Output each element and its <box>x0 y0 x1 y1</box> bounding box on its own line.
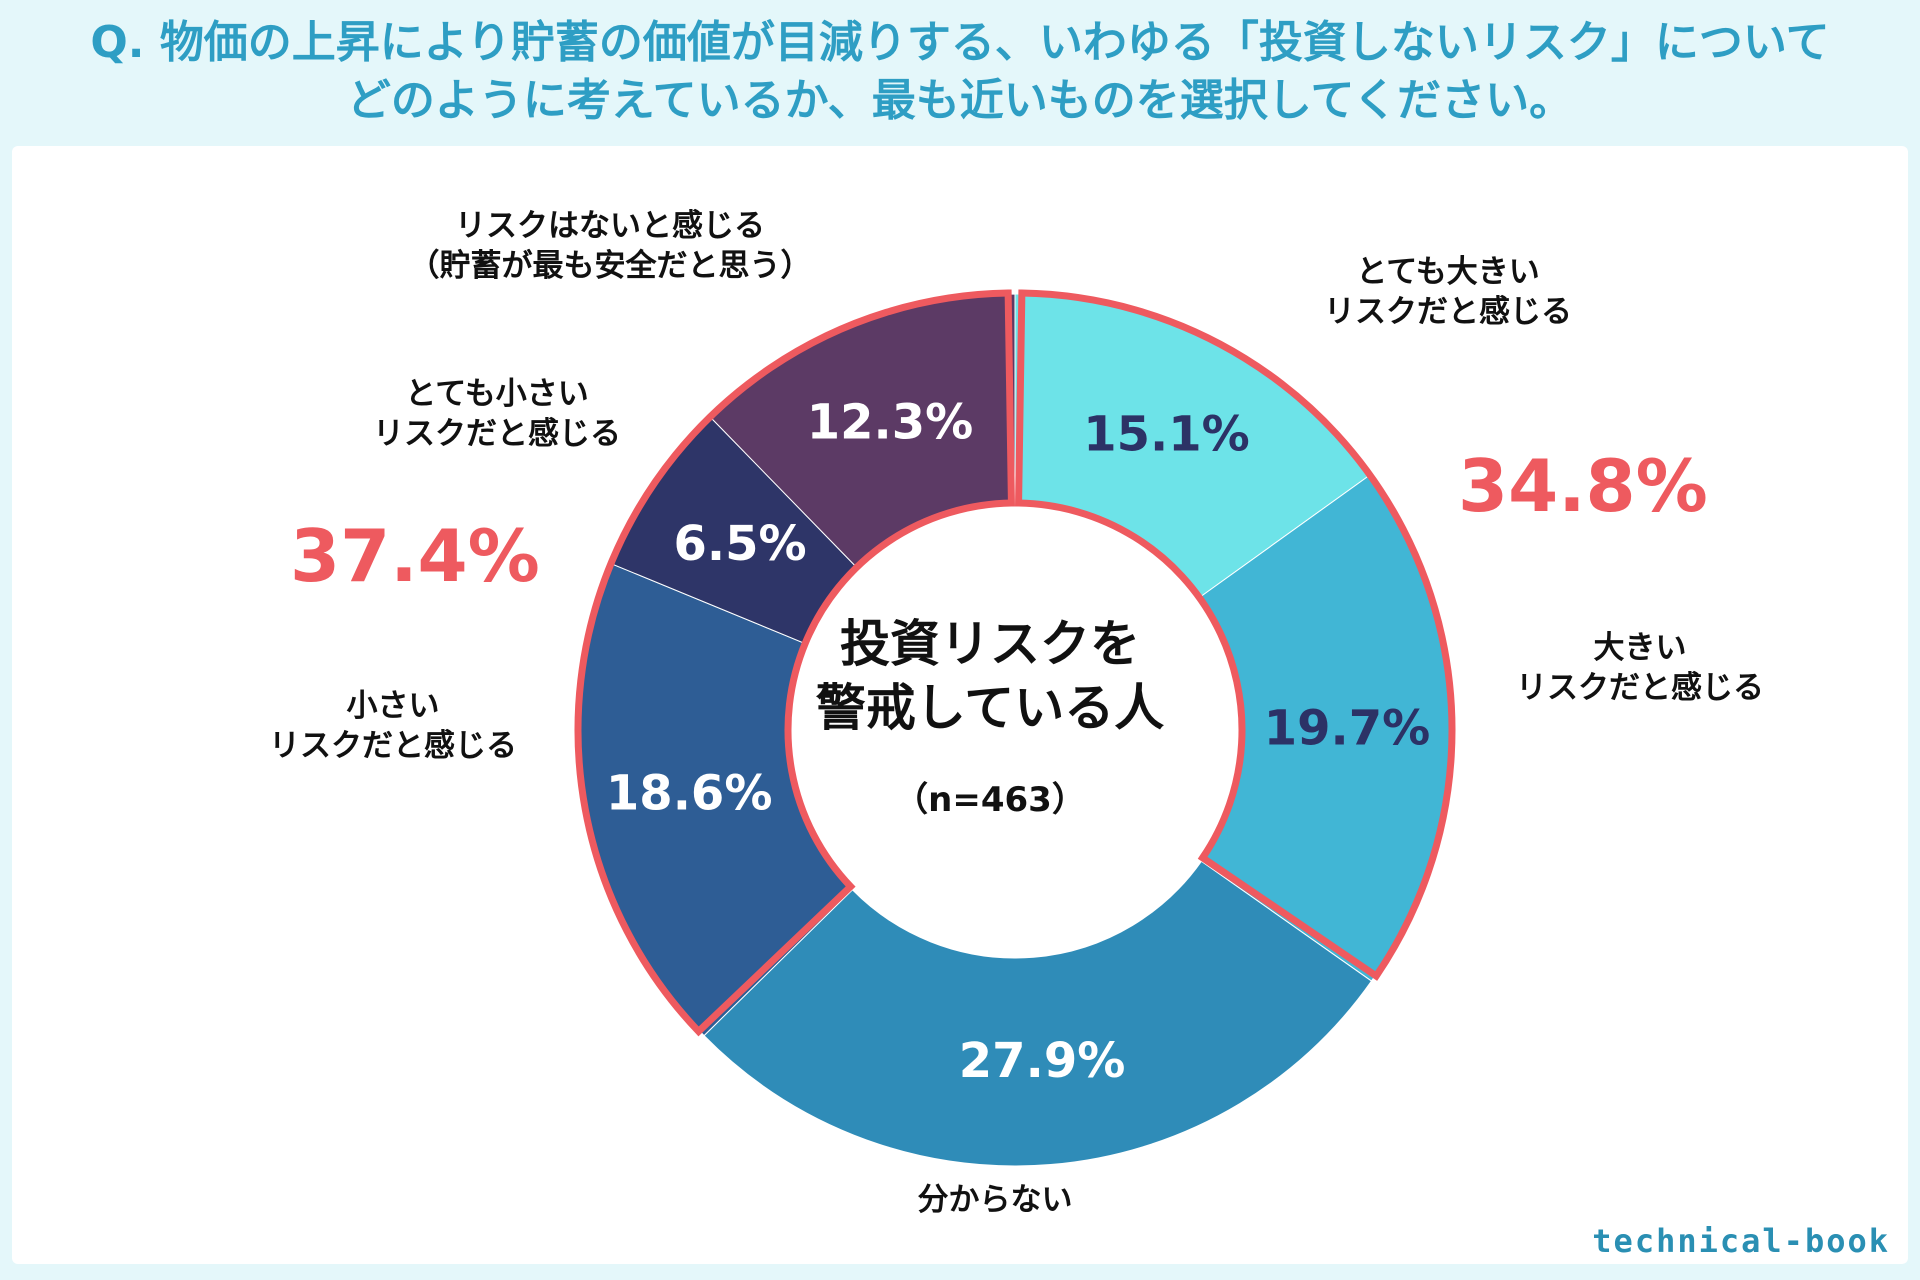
slice-label-small-risk: 小さい リスクだと感じる <box>269 688 517 764</box>
group-outline-low-risk <box>574 289 1015 1037</box>
slice-label-very-small-risk: とても小さい リスクだと感じる <box>373 376 621 452</box>
donut-center-title: 投資リスクを 警戒している人 <box>815 615 1165 737</box>
value-label-very-large-risk: 15.1% <box>1083 407 1250 463</box>
value-label-very-small-risk: 6.5% <box>673 516 806 572</box>
slice-label-no-risk: リスクはないと感じる （貯蓄が最も安全だと思う） <box>408 208 812 284</box>
question-title: Q. 物価の上昇により貯蓄の価値が目減りする、いわゆる「投資しないリスク」につい… <box>0 14 1920 130</box>
value-label-no-risk: 12.3% <box>807 394 974 450</box>
group-total-low-risk: 37.4% <box>290 514 540 598</box>
sample-size-label: （n=463） <box>894 780 1086 820</box>
group-outline-high-risk <box>1015 289 1456 981</box>
question-line-2: どのように考えているか、最も近いものを選択してください。 <box>346 75 1574 126</box>
question-line-1: Q. 物価の上昇により貯蓄の価値が目減りする、いわゆる「投資しないリスク」につい… <box>90 17 1830 68</box>
slice-label-large-risk: 大きい リスクだと感じる <box>1516 630 1764 706</box>
value-label-dont-know: 27.9% <box>959 1033 1126 1089</box>
value-label-small-risk: 18.6% <box>606 766 773 822</box>
brand-logo: technical-book <box>1592 1222 1890 1260</box>
slice-dont-know <box>703 860 1373 1167</box>
slice-label-dont-know: 分からない <box>917 1182 1073 1218</box>
slice-label-very-large-risk: とても大きい リスクだと感じる <box>1324 254 1572 330</box>
group-total-high-risk: 34.8% <box>1458 444 1708 528</box>
value-label-large-risk: 19.7% <box>1264 700 1431 756</box>
